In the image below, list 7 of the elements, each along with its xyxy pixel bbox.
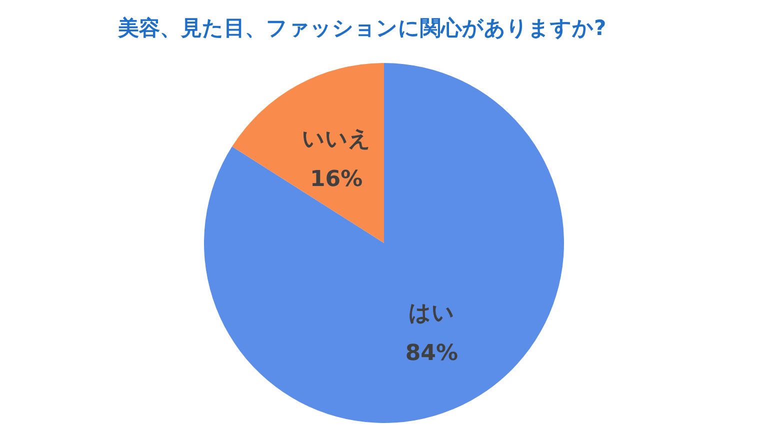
chart-title: 美容、見た目、ファッションに関心がありますか? <box>118 15 606 42</box>
pie-slice <box>232 63 384 243</box>
data-label: 84% <box>405 340 458 366</box>
slice-label: はい <box>408 300 455 326</box>
slice-label: いいえ <box>302 127 371 152</box>
data-label: 16% <box>310 167 363 192</box>
pie-slice <box>204 63 564 423</box>
